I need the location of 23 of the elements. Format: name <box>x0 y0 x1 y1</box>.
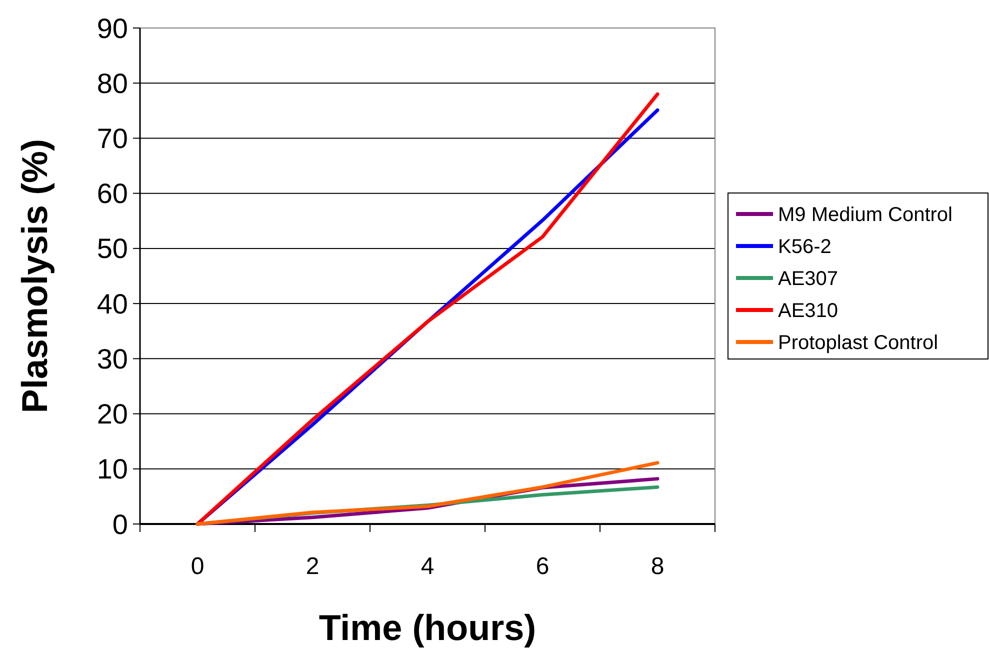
line-series <box>196 461 660 526</box>
legend-label: Protoplast Control <box>778 332 938 354</box>
x-tick-label: 4 <box>420 553 434 580</box>
y-tick-label: 30 <box>96 343 128 374</box>
y-tick-label: 70 <box>96 123 128 154</box>
y-tick-label: 90 <box>96 12 128 44</box>
y-axis-title: Plasmolysis (%) <box>14 138 55 414</box>
x-tick-label: 6 <box>536 553 550 580</box>
x-tick-label: 8 <box>650 553 664 580</box>
y-tick-label: 20 <box>96 398 128 430</box>
y-tick-label: 80 <box>96 68 128 99</box>
y-tick-label: 10 <box>96 454 128 485</box>
x-axis-title: Time (hours) <box>318 607 536 648</box>
legend-label: M9 Medium Control <box>778 204 953 226</box>
legend-label: AE307 <box>778 268 838 290</box>
x-tick-label: 0 <box>190 553 204 580</box>
legend-label: K56-2 <box>778 236 832 258</box>
y-tick-label: 40 <box>96 288 128 320</box>
y-tick-label: 50 <box>96 233 128 264</box>
x-tick-label: 2 <box>306 553 320 580</box>
y-tick-label: 60 <box>96 178 128 210</box>
y-tick-label: 0 <box>112 508 128 540</box>
legend-label: AE310 <box>778 300 838 322</box>
